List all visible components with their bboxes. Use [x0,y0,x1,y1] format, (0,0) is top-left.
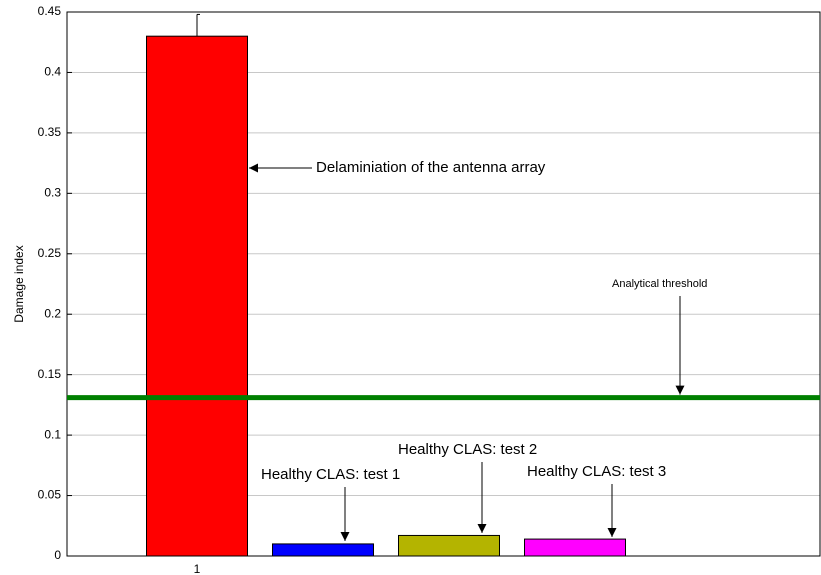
y-tick-label: 0.4 [44,65,61,79]
y-tick-label: 0.05 [38,488,62,502]
annotation: Healthy CLAS: test 3 [527,463,666,480]
y-tick-label: 0.25 [38,246,62,260]
y-axis-label: Damage index [12,245,26,322]
bar [272,543,374,557]
annotation: Healthy CLAS: test 1 [261,466,400,483]
threshold-label: Analytical threshold [612,278,707,290]
bar [146,35,248,557]
y-tick-label: 0.2 [44,306,61,320]
y-tick-label: 0.35 [38,125,62,139]
y-tick-label: 0 [54,548,61,562]
y-tick-label: 0.1 [44,427,61,441]
y-tick-label: 0.15 [38,367,62,381]
bar [524,538,626,557]
y-tick-label: 0.3 [44,186,61,200]
y-tick-label: 0.45 [38,4,62,18]
annotation: Healthy CLAS: test 2 [398,441,537,458]
annotation: Delaminiation of the antenna array [316,159,546,176]
x-tick-label: 1 [194,562,201,575]
bar [398,534,500,557]
